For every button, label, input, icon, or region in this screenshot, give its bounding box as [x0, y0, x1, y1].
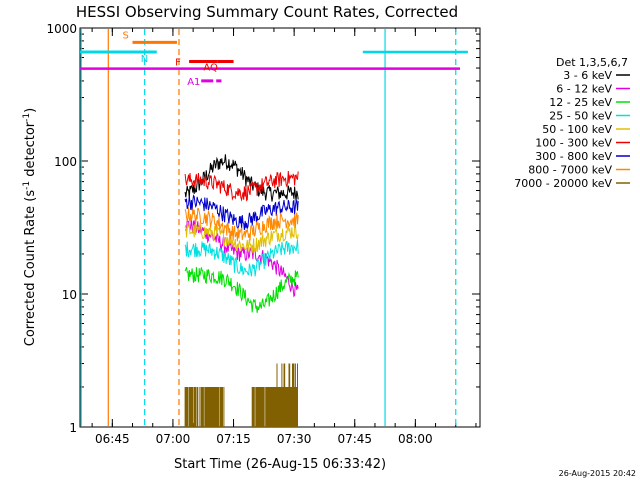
legend-label: 100 - 300 keV	[535, 137, 612, 150]
y-tick-label: 1	[69, 421, 77, 435]
legend-label: 25 - 50 keV	[549, 110, 612, 123]
legend-label: 6 - 12 keV	[556, 83, 612, 96]
y-tick-label: 10	[62, 288, 77, 302]
legend-label: 3 - 6 keV	[563, 69, 612, 82]
observing-boundaries	[80, 29, 457, 426]
flag-label: S	[123, 30, 129, 41]
x-tick-label: 06:45	[95, 432, 130, 446]
series-line	[184, 239, 299, 277]
x-tick-label: 07:00	[156, 432, 191, 446]
series-line	[184, 267, 299, 313]
x-tick-label: 07:15	[216, 432, 251, 446]
legend-label: 300 - 800 keV	[535, 150, 612, 163]
legend-title: Det 1,3,5,6,7	[556, 56, 628, 69]
axis-ticks: 06:45 07:00 07:15 07:30 07:45 08:00 1 10 100 1000	[46, 22, 480, 446]
flag-label: A1	[187, 77, 200, 88]
count-rate-series	[184, 154, 299, 427]
footer-date: 26-Aug-2015 20:42	[559, 469, 636, 478]
legend-label: 12 - 25 keV	[549, 96, 612, 109]
series-line	[184, 170, 299, 202]
legend-label: 7000 - 20000 keV	[514, 177, 612, 190]
flag-label: F	[175, 57, 181, 68]
x-tick-label: 07:30	[277, 432, 312, 446]
y-axis-label: Corrected Count Rate (s-1 detector-1)	[22, 108, 38, 346]
legend-label: 50 - 100 keV	[542, 123, 612, 136]
flag-label: N	[141, 54, 148, 65]
chart-title: HESSI Observing Summary Count Rates, Cor…	[76, 3, 458, 21]
series-line	[184, 207, 299, 242]
x-tick-label: 08:00	[398, 432, 433, 446]
series-line	[184, 222, 299, 254]
x-tick-label: 07:45	[337, 432, 372, 446]
y-tick-label: 100	[54, 155, 77, 169]
flag-label: AQ	[203, 62, 218, 73]
series-line	[184, 154, 299, 202]
series-line	[184, 363, 298, 427]
legend-label: 800 - 7000 keV	[528, 164, 612, 177]
x-axis-label: Start Time (26-Aug-15 06:33:42)	[174, 457, 386, 472]
y-tick-label: 1000	[46, 22, 77, 36]
